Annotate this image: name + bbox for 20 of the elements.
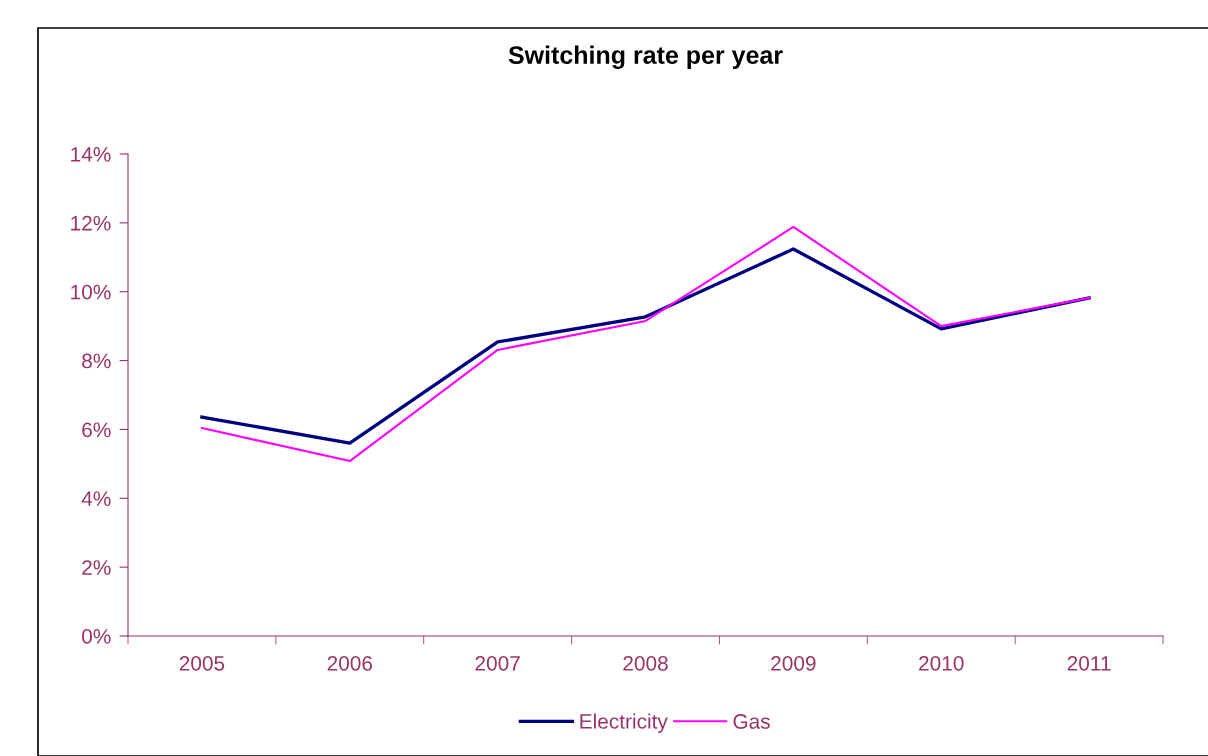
y-tick-label: 8% bbox=[82, 353, 111, 369]
y-tick-label: 2% bbox=[82, 560, 111, 575]
y-tick-label: 4% bbox=[81, 491, 111, 506]
x-tick-label: 2006 bbox=[327, 655, 373, 671]
x-tick-label: 2011 bbox=[1067, 655, 1111, 671]
x-tick-label: 2008 bbox=[623, 655, 668, 671]
line-series bbox=[200, 225, 1091, 463]
line-series bbox=[200, 247, 1091, 445]
y-tick-label: 0% bbox=[82, 629, 111, 644]
x-tick-label: 2005 bbox=[179, 655, 225, 671]
x-tick-label: 2009 bbox=[771, 655, 816, 671]
y-tick-label: 14% bbox=[71, 147, 111, 162]
x-tick-label: 2010 bbox=[919, 655, 964, 671]
y-tick-label: 6% bbox=[82, 422, 111, 438]
x-tick-label: 2007 bbox=[475, 655, 520, 671]
legend-label: Gas bbox=[733, 714, 770, 729]
y-tick-label: 10% bbox=[71, 284, 111, 300]
chart-title: Switching rate per year bbox=[508, 45, 783, 70]
legend-label: Electricity bbox=[580, 713, 668, 733]
y-tick-label: 12% bbox=[71, 215, 111, 231]
